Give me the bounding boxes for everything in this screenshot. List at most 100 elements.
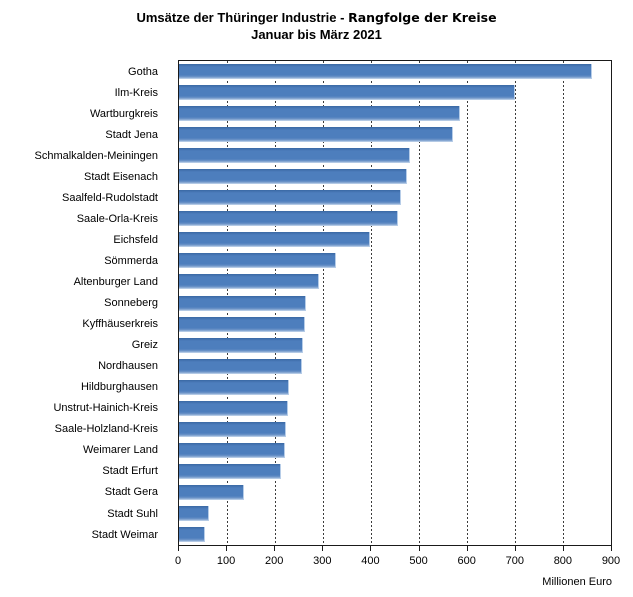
x-axis-tick <box>178 546 179 551</box>
gridline <box>371 61 372 545</box>
x-axis-tick-label: 300 <box>313 555 332 567</box>
x-axis-tick-label: 800 <box>553 555 573 567</box>
chart-title: Umsätze der Thüringer Industrie - Rangfo… <box>0 9 633 26</box>
bar-row <box>179 293 611 314</box>
bar <box>179 295 306 311</box>
bar-row <box>179 377 611 398</box>
bar <box>179 64 592 80</box>
category-label: Schmalkalden-Meiningen <box>34 149 158 162</box>
x-axis-tick <box>370 546 372 551</box>
category-label: Ilm-Kreis <box>114 86 158 99</box>
bar-row <box>179 103 611 124</box>
x-axis-tick <box>466 546 468 551</box>
x-axis-tick-label: 200 <box>265 555 284 567</box>
category-label: Altenburger Land <box>73 275 158 288</box>
bar-row <box>179 356 611 377</box>
category-label: Stadt Suhl <box>107 507 158 520</box>
bar-row <box>179 419 611 440</box>
category-label: Eichsfeld <box>113 233 158 246</box>
category-label: Saale-Orla-Kreis <box>76 212 158 225</box>
category-label: Hildburghausen <box>80 381 158 394</box>
bar-row <box>179 250 611 271</box>
bar <box>179 148 410 164</box>
x-axis-tick <box>514 546 516 551</box>
x-axis-tick <box>226 546 228 551</box>
bar-row <box>179 461 611 482</box>
bar-row <box>179 166 611 187</box>
category-label: Stadt Erfurt <box>102 465 158 478</box>
bar <box>179 232 370 248</box>
bar <box>179 337 304 353</box>
bar <box>179 211 398 227</box>
bar <box>179 484 245 500</box>
category-label: Saale-Holzland-Kreis <box>54 423 158 436</box>
bar <box>179 506 209 521</box>
bar-row <box>179 82 611 103</box>
category-label: Sömmerda <box>104 254 158 267</box>
category-label: Sonneberg <box>104 297 158 310</box>
bar <box>179 253 337 269</box>
chart-subtitle: Januar bis März 2021 <box>251 27 382 42</box>
x-axis-tick-label: 100 <box>216 555 236 567</box>
bar <box>179 421 287 437</box>
category-label: Stadt Jena <box>105 128 158 141</box>
bar <box>179 463 282 479</box>
gridline <box>419 61 420 545</box>
x-axis-tick <box>274 546 276 551</box>
bar-row <box>179 524 611 545</box>
category-label: Greiz <box>131 339 158 352</box>
gridline <box>323 61 324 545</box>
bar <box>179 274 319 290</box>
bar <box>179 442 286 458</box>
category-label: Unstrut-Hainich-Kreis <box>53 402 158 415</box>
chart-title-part1: Umsätze der Thüringer Industrie - <box>136 10 349 25</box>
category-label: Wartburgkreis <box>89 107 158 120</box>
bar-row <box>179 335 611 356</box>
bar <box>179 379 290 395</box>
bar-row <box>179 208 611 229</box>
bar-row <box>179 187 611 208</box>
gridline <box>515 61 516 545</box>
bar-row <box>179 145 611 166</box>
x-axis-tick-label: 0 <box>174 555 182 567</box>
category-label: Stadt Weimar <box>91 528 158 541</box>
plot-area <box>178 60 612 546</box>
x-axis-tick-label: 900 <box>601 555 621 567</box>
bar-row <box>179 482 611 503</box>
bar-row <box>179 124 611 145</box>
gridline <box>563 61 564 545</box>
category-label: Gotha <box>128 65 158 78</box>
category-axis: Gotha Ilm-Kreis Wartburgkreis Stadt Jena Sch… <box>0 61 168 545</box>
bar-row <box>179 503 611 524</box>
bar <box>179 358 302 374</box>
category-label: Stadt Gera <box>104 486 158 499</box>
category-label: Stadt Eisenach <box>84 170 158 183</box>
x-axis-tick <box>322 546 324 551</box>
gridline <box>467 61 468 545</box>
bar <box>179 106 460 122</box>
bar-row <box>179 398 611 419</box>
x-axis-unit-label: Millionen Euro <box>542 576 612 588</box>
bar-row <box>179 229 611 250</box>
bar <box>179 190 401 206</box>
chart-title-part2: Rangfolge der Kreise <box>348 10 497 25</box>
x-axis-tick-label: 400 <box>361 555 380 567</box>
bar <box>179 400 288 416</box>
bar-row <box>179 314 611 335</box>
bar <box>179 127 454 143</box>
category-label: Weimarer Land <box>83 444 158 457</box>
bar-rows <box>179 61 611 545</box>
x-axis-tick-label: 600 <box>457 555 476 567</box>
x-axis-tick <box>562 546 564 551</box>
bar <box>179 527 205 543</box>
bar <box>179 85 516 101</box>
category-label: Kyffhäuserkreis <box>82 318 158 331</box>
bar <box>179 316 305 332</box>
x-axis-tick <box>418 546 420 551</box>
category-label: Nordhausen <box>98 360 158 373</box>
category-label: Saalfeld-Rudolstadt <box>61 191 158 204</box>
bar <box>179 169 407 185</box>
bar-row <box>179 61 611 82</box>
bar-row <box>179 271 611 292</box>
bar-row <box>179 440 611 461</box>
